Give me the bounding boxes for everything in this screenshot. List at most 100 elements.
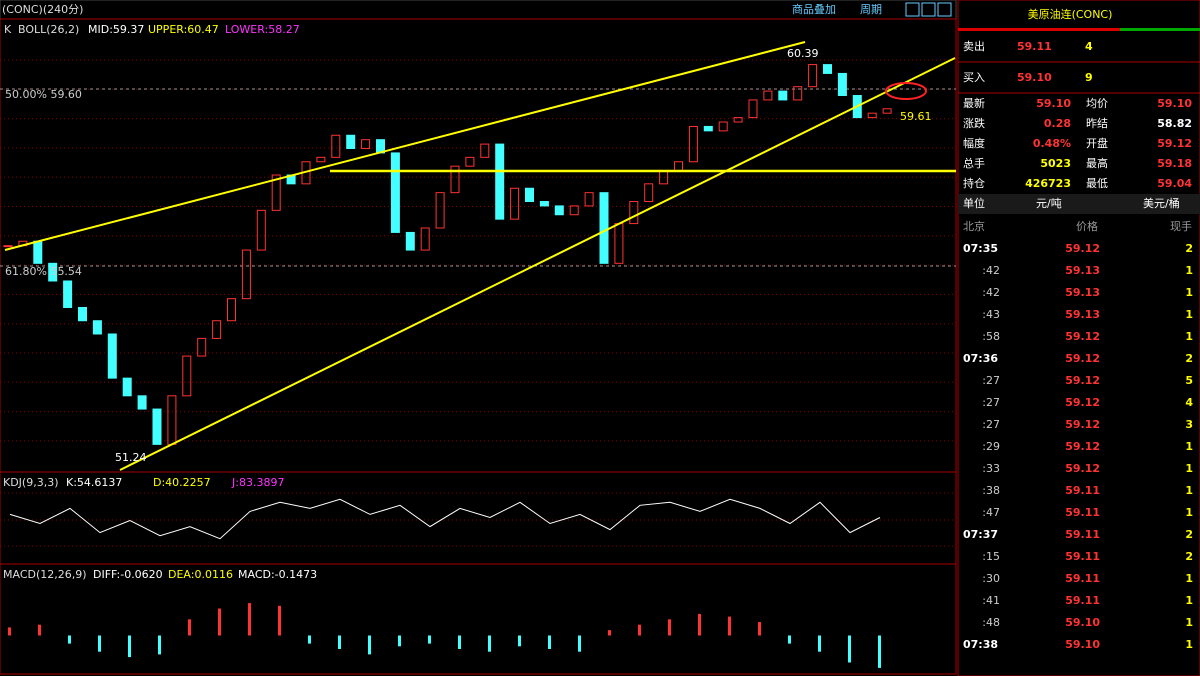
unit-label: 单位	[963, 196, 985, 210]
macd-bar	[488, 635, 491, 652]
candle	[823, 64, 832, 74]
boll-label: BOLL(26,2)	[18, 23, 79, 36]
candle	[78, 306, 87, 322]
tick-price: 59.13	[1065, 264, 1100, 277]
sell-volume: 4	[1085, 40, 1093, 53]
candle	[212, 320, 222, 339]
stat-label: 最高	[1086, 156, 1108, 170]
candle	[152, 408, 162, 445]
candle	[733, 117, 743, 123]
candle	[435, 192, 445, 229]
tick-volume: 2	[1185, 550, 1193, 563]
candle	[480, 143, 490, 158]
candle	[241, 249, 251, 300]
macd-bar	[818, 635, 821, 652]
button[interactable]	[937, 2, 952, 17]
button[interactable]	[905, 2, 920, 17]
macd-bar	[248, 603, 251, 636]
trendline	[119, 57, 956, 471]
stat-label: 均价	[1086, 97, 1108, 110]
tick-time: :47	[982, 506, 1000, 519]
column-header: 价格	[1076, 219, 1098, 233]
tick-time: :42	[982, 286, 1000, 299]
candle	[361, 139, 371, 150]
candle	[256, 209, 266, 251]
tick-price: 59.11	[1065, 550, 1100, 563]
macd-bar	[8, 627, 11, 636]
stat-value: 59.10	[1157, 97, 1192, 110]
candle	[644, 183, 654, 203]
period-button[interactable]: 周期	[860, 3, 882, 16]
tick-volume: 1	[1185, 594, 1193, 607]
candle	[450, 165, 460, 194]
stat-value: 59.10	[1036, 97, 1071, 110]
candle	[48, 262, 58, 282]
tick-volume: 1	[1185, 484, 1193, 497]
macd-label: MACD(12,26,9)	[3, 568, 87, 581]
sell-label: 卖出	[963, 39, 985, 53]
tick-volume: 1	[1185, 286, 1193, 299]
tick-time: :15	[982, 550, 1000, 563]
tick-time: 07:36	[963, 352, 998, 365]
candle	[182, 355, 192, 397]
candle	[629, 201, 639, 225]
tick-volume: 1	[1185, 506, 1193, 519]
tick-price: 59.12	[1065, 374, 1100, 387]
tick-time: 07:38	[963, 638, 998, 651]
tick-volume: 2	[1185, 352, 1193, 365]
stat-label: 涨跌	[963, 116, 985, 130]
tick-time: :30	[982, 572, 1000, 585]
tick-time: :29	[982, 440, 1000, 453]
nav-buttons[interactable]	[905, 2, 952, 17]
macd-diff: DIFF:-0.0620	[93, 568, 163, 581]
stat-value: 59.04	[1157, 177, 1192, 190]
tick-volume: 1	[1185, 616, 1193, 629]
stat-label: 持仓	[963, 176, 985, 190]
tick-price: 59.12	[1065, 242, 1100, 255]
tick-volume: 5	[1185, 374, 1193, 387]
tick-time: :58	[982, 330, 1000, 343]
title-bar-red	[958, 28, 1120, 31]
button[interactable]	[921, 2, 936, 17]
fib-618-label: 61.80% 55.54	[5, 265, 82, 278]
sell-price: 59.11	[1017, 40, 1052, 53]
stat-label: 最新	[963, 96, 985, 110]
macd-value: MACD:-0.1473	[238, 568, 317, 581]
tick-price: 59.11	[1065, 484, 1100, 497]
tick-volume: 2	[1185, 528, 1193, 541]
candle	[495, 143, 505, 220]
candle	[793, 86, 803, 101]
chart-frame	[0, 18, 957, 675]
column-header: 现手	[1170, 219, 1192, 233]
macd-bar	[158, 635, 161, 655]
macd-bar	[638, 624, 641, 636]
candle	[92, 320, 102, 335]
boll-lower: LOWER:58.27	[225, 23, 300, 36]
stat-value: 58.82	[1157, 117, 1192, 130]
fib-50-label: 50.00% 59.60	[5, 88, 82, 101]
candle	[122, 377, 132, 397]
k-line	[9, 498, 881, 540]
candle	[554, 205, 564, 216]
candle	[227, 298, 236, 322]
tick-time: :33	[982, 462, 1000, 475]
macd-bar	[458, 635, 461, 649]
candle	[539, 201, 549, 207]
candle	[331, 134, 341, 158]
low-label: 51.24	[115, 451, 147, 464]
tick-price: 59.11	[1065, 528, 1100, 541]
boll-upper: UPPER:60.47	[148, 23, 219, 36]
tick-volume: 2	[1185, 242, 1193, 255]
tick-price: 59.13	[1065, 308, 1100, 321]
stat-value: 5023	[1040, 157, 1071, 170]
tick-time: 07:35	[963, 242, 998, 255]
candle	[465, 156, 475, 167]
overlay-button[interactable]: 商品叠加	[792, 2, 836, 16]
tick-time: :48	[982, 616, 1000, 629]
title-bar-green	[1120, 28, 1200, 31]
column-header: 北京	[963, 219, 985, 233]
stat-label: 开盘	[1086, 136, 1108, 150]
stat-value: 0.28	[1044, 117, 1071, 130]
target-circle	[885, 82, 927, 100]
